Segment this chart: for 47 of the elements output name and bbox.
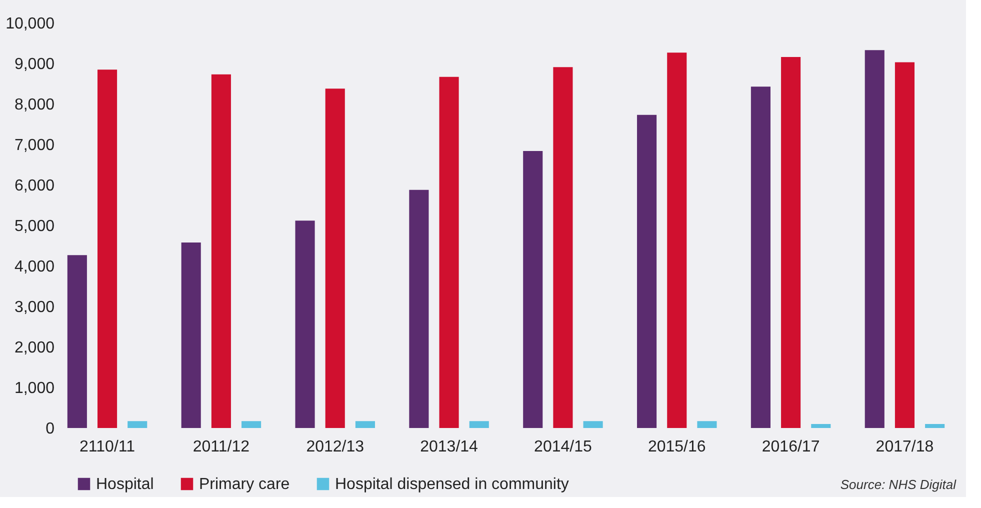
- bar: [355, 421, 375, 428]
- legend-label: Primary care: [199, 476, 290, 493]
- y-tick-label: 0: [46, 420, 55, 438]
- bar: [894, 62, 915, 428]
- bar: [409, 190, 429, 428]
- bar: [325, 88, 345, 428]
- bar: [439, 76, 459, 428]
- bar: [697, 421, 717, 428]
- y-tick-label: 9,000: [14, 56, 55, 73]
- bar: [211, 74, 231, 428]
- x-tick-label: 2110/11: [80, 438, 136, 456]
- x-tick-label: 2013/14: [420, 438, 478, 456]
- y-tick-label: 2,000: [14, 340, 55, 356]
- bar: [469, 421, 489, 428]
- bar: [811, 424, 831, 428]
- x-tick-label: 2011/12: [192, 438, 250, 456]
- x-tick-label: 2012/13: [306, 438, 364, 456]
- bar: [295, 220, 315, 428]
- bar: [637, 114, 657, 428]
- legend-label: Hospital dispensed in community: [335, 476, 569, 493]
- x-tick-label: 2014/15: [534, 438, 592, 456]
- source-note: Source: NHS Digital: [840, 477, 958, 492]
- x-tick-label: 2015/16: [648, 438, 706, 456]
- bar: [181, 242, 201, 428]
- bar: [67, 255, 87, 428]
- y-tick-label: 4,000: [14, 258, 55, 276]
- bar: [128, 421, 148, 428]
- bar: [553, 67, 573, 428]
- bar: [523, 150, 543, 428]
- y-tick-label: 6,000: [14, 178, 55, 194]
- bar: [864, 50, 884, 428]
- y-tick-label: 5,000: [14, 218, 55, 235]
- bar: [97, 70, 118, 428]
- legend-label: Hospital: [96, 476, 154, 493]
- bar: [242, 421, 262, 428]
- x-tick-label: 2017/18: [876, 438, 934, 456]
- bar: [750, 86, 770, 428]
- bar: [925, 424, 945, 428]
- y-tick-label: 3,000: [14, 299, 55, 316]
- y-tick-label: 8,000: [14, 96, 55, 114]
- y-tick-label: 7,000: [14, 137, 55, 154]
- y-tick-label: 1,000: [14, 380, 55, 397]
- bar: [667, 52, 687, 428]
- bar: [781, 57, 801, 428]
- bar: [583, 421, 603, 428]
- x-tick-label: 2016/17: [762, 438, 820, 456]
- y-tick-label: 10,000: [6, 16, 55, 32]
